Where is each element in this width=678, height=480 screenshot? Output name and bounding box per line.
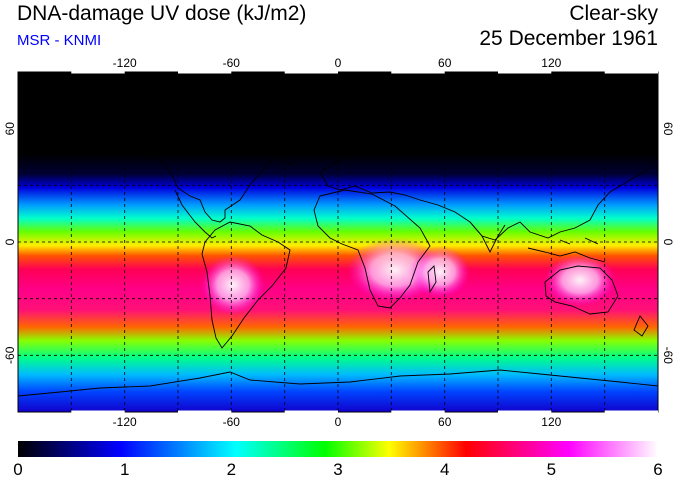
lon-label-top: -60 [223,56,241,70]
graticule [18,72,658,412]
lat-label-right: 0 [661,239,675,246]
colorbar [18,441,658,457]
coastline-india [469,221,506,254]
lat-label-right: 60 [661,122,675,136]
lon-label-top: 60 [438,56,452,70]
lon-label-top: 120 [541,56,561,70]
lat-label-right: -60 [661,347,675,365]
lon-label-bottom: -120 [113,415,137,429]
coastline-south-america [201,221,291,349]
lat-label-left: 60 [3,122,17,136]
coastline-greenland [267,111,321,166]
lon-label-bottom: 120 [541,415,561,429]
colorbar-label: 5 [547,460,556,479]
sky-condition: Clear-sky [569,2,658,25]
lon-label-bottom: 60 [438,415,452,429]
colorbar-label: 0 [13,460,22,479]
colorbar-label: 3 [333,460,342,479]
map-frame-ticks [71,70,658,414]
coastline-australia [544,265,619,315]
coastline-central-america [174,189,217,239]
lon-label-bottom: -60 [223,415,241,429]
coastline-new-zealand [633,315,649,337]
lon-label-top: -120 [113,56,137,70]
coastline-madagascar [427,265,437,294]
map-date: 25 December 1961 [479,27,658,50]
lat-label-left: 0 [3,238,17,245]
lat-label-left: -60 [3,346,17,364]
colorbar-label: 4 [440,460,449,479]
map-source: MSR - KNMI [17,32,102,49]
coastline-north-america [39,127,273,223]
coastline-eurasia [319,131,658,241]
lon-label-top: 0 [335,56,342,70]
coastline-africa [313,189,431,309]
lon-label-bottom: 0 [335,415,342,429]
colorbar-label: 2 [227,460,236,479]
colorbar-label: 1 [120,460,129,479]
colorbar-label: 6 [653,460,662,479]
map-title: DNA-damage UV dose (kJ/m2) [17,2,307,25]
